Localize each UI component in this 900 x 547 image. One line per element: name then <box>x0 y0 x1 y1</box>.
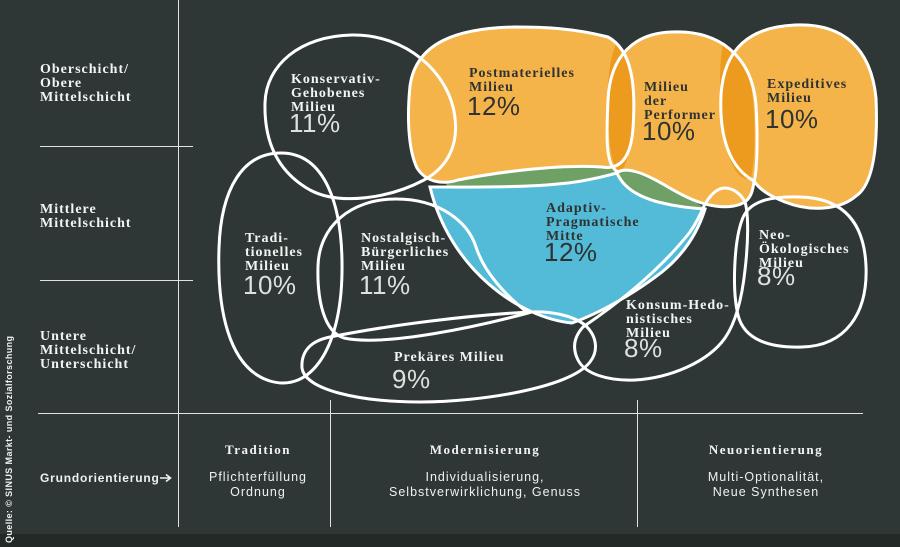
svg-text:Modernisierung: Modernisierung <box>430 442 541 457</box>
svg-text:Pragmatische: Pragmatische <box>546 215 640 230</box>
svg-text:Ökologisches: Ökologisches <box>759 240 850 257</box>
svg-text:12%: 12% <box>544 237 598 267</box>
svg-text:Mitte: Mitte <box>546 229 584 244</box>
svg-text:Milieu: Milieu <box>469 80 514 95</box>
svg-text:Adaptiv-: Adaptiv- <box>546 201 607 216</box>
svg-text:Mittelschicht: Mittelschicht <box>40 216 132 231</box>
svg-text:Multi-Optionalität,: Multi-Optionalität, <box>708 470 824 484</box>
svg-text:Performer: Performer <box>644 108 716 123</box>
svg-text:Gehobenes: Gehobenes <box>291 86 365 101</box>
svg-text:Selbstverwirklichung, Genuss: Selbstverwirklichung, Genuss <box>389 485 581 499</box>
svg-text:Prekäres Milieu: Prekäres Milieu <box>394 350 505 365</box>
svg-text:Neue Synthesen: Neue Synthesen <box>713 485 819 499</box>
svg-text:Milieu: Milieu <box>767 91 812 106</box>
svg-text:10%: 10% <box>765 104 819 134</box>
svg-text:Konservativ-: Konservativ- <box>291 72 381 87</box>
svg-text:Tradition: Tradition <box>225 442 291 457</box>
svg-text:10%: 10% <box>243 270 297 300</box>
svg-text:Pflichterfüllung: Pflichterfüllung <box>209 470 307 484</box>
svg-text:der: der <box>644 94 667 109</box>
svg-text:Expeditives: Expeditives <box>767 77 847 92</box>
svg-text:Mittlere: Mittlere <box>40 202 97 217</box>
svg-text:Postmaterielles: Postmaterielles <box>469 66 575 81</box>
svg-text:Milieu: Milieu <box>626 326 671 341</box>
svg-text:Obere: Obere <box>40 76 82 91</box>
svg-text:Untere: Untere <box>40 329 87 344</box>
svg-text:9%: 9% <box>392 364 431 394</box>
svg-text:Mittelschicht: Mittelschicht <box>40 90 132 105</box>
svg-text:8%: 8% <box>624 333 663 363</box>
svg-text:Konsum-Hedo-: Konsum-Hedo- <box>626 298 730 313</box>
svg-text:Milieu: Milieu <box>361 259 406 274</box>
svg-text:Mittelschicht/: Mittelschicht/ <box>40 343 137 358</box>
svg-text:10%: 10% <box>642 116 696 146</box>
svg-text:Unterschicht: Unterschicht <box>40 357 129 372</box>
svg-text:Bürgerliches: Bürgerliches <box>361 245 449 260</box>
svg-text:Milieu: Milieu <box>291 100 336 115</box>
svg-text:Milieu: Milieu <box>644 80 689 95</box>
svg-text:Individualisierung,: Individualisierung, <box>425 470 544 484</box>
svg-text:11%: 11% <box>289 108 341 138</box>
svg-text:Neo-: Neo- <box>759 228 791 243</box>
svg-text:nistisches: nistisches <box>626 312 693 327</box>
svg-text:Grundorientierung: Grundorientierung <box>40 471 160 485</box>
svg-text:11%: 11% <box>359 270 411 300</box>
svg-text:Tradi-: Tradi- <box>245 231 289 246</box>
svg-text:Ordnung: Ordnung <box>230 485 286 499</box>
svg-text:8%: 8% <box>757 261 796 291</box>
svg-text:tionelles: tionelles <box>245 245 303 260</box>
svg-text:Oberschicht/: Oberschicht/ <box>40 62 129 77</box>
svg-text:Neuorientierung: Neuorientierung <box>709 442 823 457</box>
svg-text:Milieu: Milieu <box>759 256 804 271</box>
svg-text:Nostalgisch-: Nostalgisch- <box>361 231 446 246</box>
svg-text:12%: 12% <box>467 91 521 121</box>
svg-text:Milieu: Milieu <box>245 259 290 274</box>
svg-text:Quelle: © SINUS Markt- und Soz: Quelle: © SINUS Markt- und Sozialforschu… <box>4 336 14 543</box>
